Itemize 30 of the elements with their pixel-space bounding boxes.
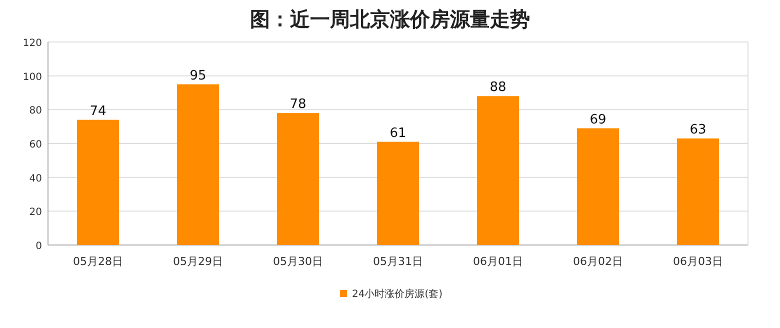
y-tick-label: 60 (29, 140, 42, 150)
data-label: 95 (190, 68, 206, 84)
data-label: 78 (290, 97, 306, 112)
data-label: 74 (90, 104, 106, 119)
data-label: 88 (490, 80, 506, 96)
chart-title: 图：近一周北京涨价房源量走势 (250, 7, 530, 31)
y-tick-label: 0 (36, 241, 42, 252)
bar (77, 120, 119, 245)
data-label: 63 (690, 122, 706, 138)
data-label: 61 (390, 126, 406, 141)
x-tick-label: 05月30日 (273, 255, 323, 268)
x-tick-label: 05月29日 (173, 255, 223, 268)
y-tick-label: 80 (29, 106, 42, 117)
bar (577, 128, 619, 245)
data-label: 69 (590, 112, 606, 128)
bar (377, 142, 419, 245)
x-tick-label: 06月02日 (573, 255, 623, 268)
y-tick-label: 100 (22, 72, 42, 83)
legend-label: 24小时涨价房源(套) (352, 288, 443, 300)
bar (477, 96, 519, 245)
bar (277, 113, 319, 245)
x-tick-label: 06月03日 (673, 255, 723, 268)
x-tick-label: 05月28日 (73, 255, 123, 268)
y-tick-label: 20 (29, 207, 42, 218)
bar (677, 138, 719, 245)
bar (177, 84, 219, 245)
x-tick-label: 05月31日 (373, 255, 423, 268)
x-tick-label: 06月01日 (473, 255, 523, 268)
y-tick-label: 40 (29, 173, 42, 184)
y-tick-label: 120 (22, 38, 42, 49)
